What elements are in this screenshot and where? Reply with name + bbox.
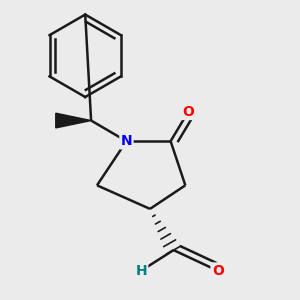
Text: O: O <box>212 264 224 278</box>
Text: N: N <box>121 134 132 148</box>
Text: O: O <box>182 105 194 119</box>
Polygon shape <box>56 113 91 128</box>
Text: H: H <box>135 264 147 278</box>
